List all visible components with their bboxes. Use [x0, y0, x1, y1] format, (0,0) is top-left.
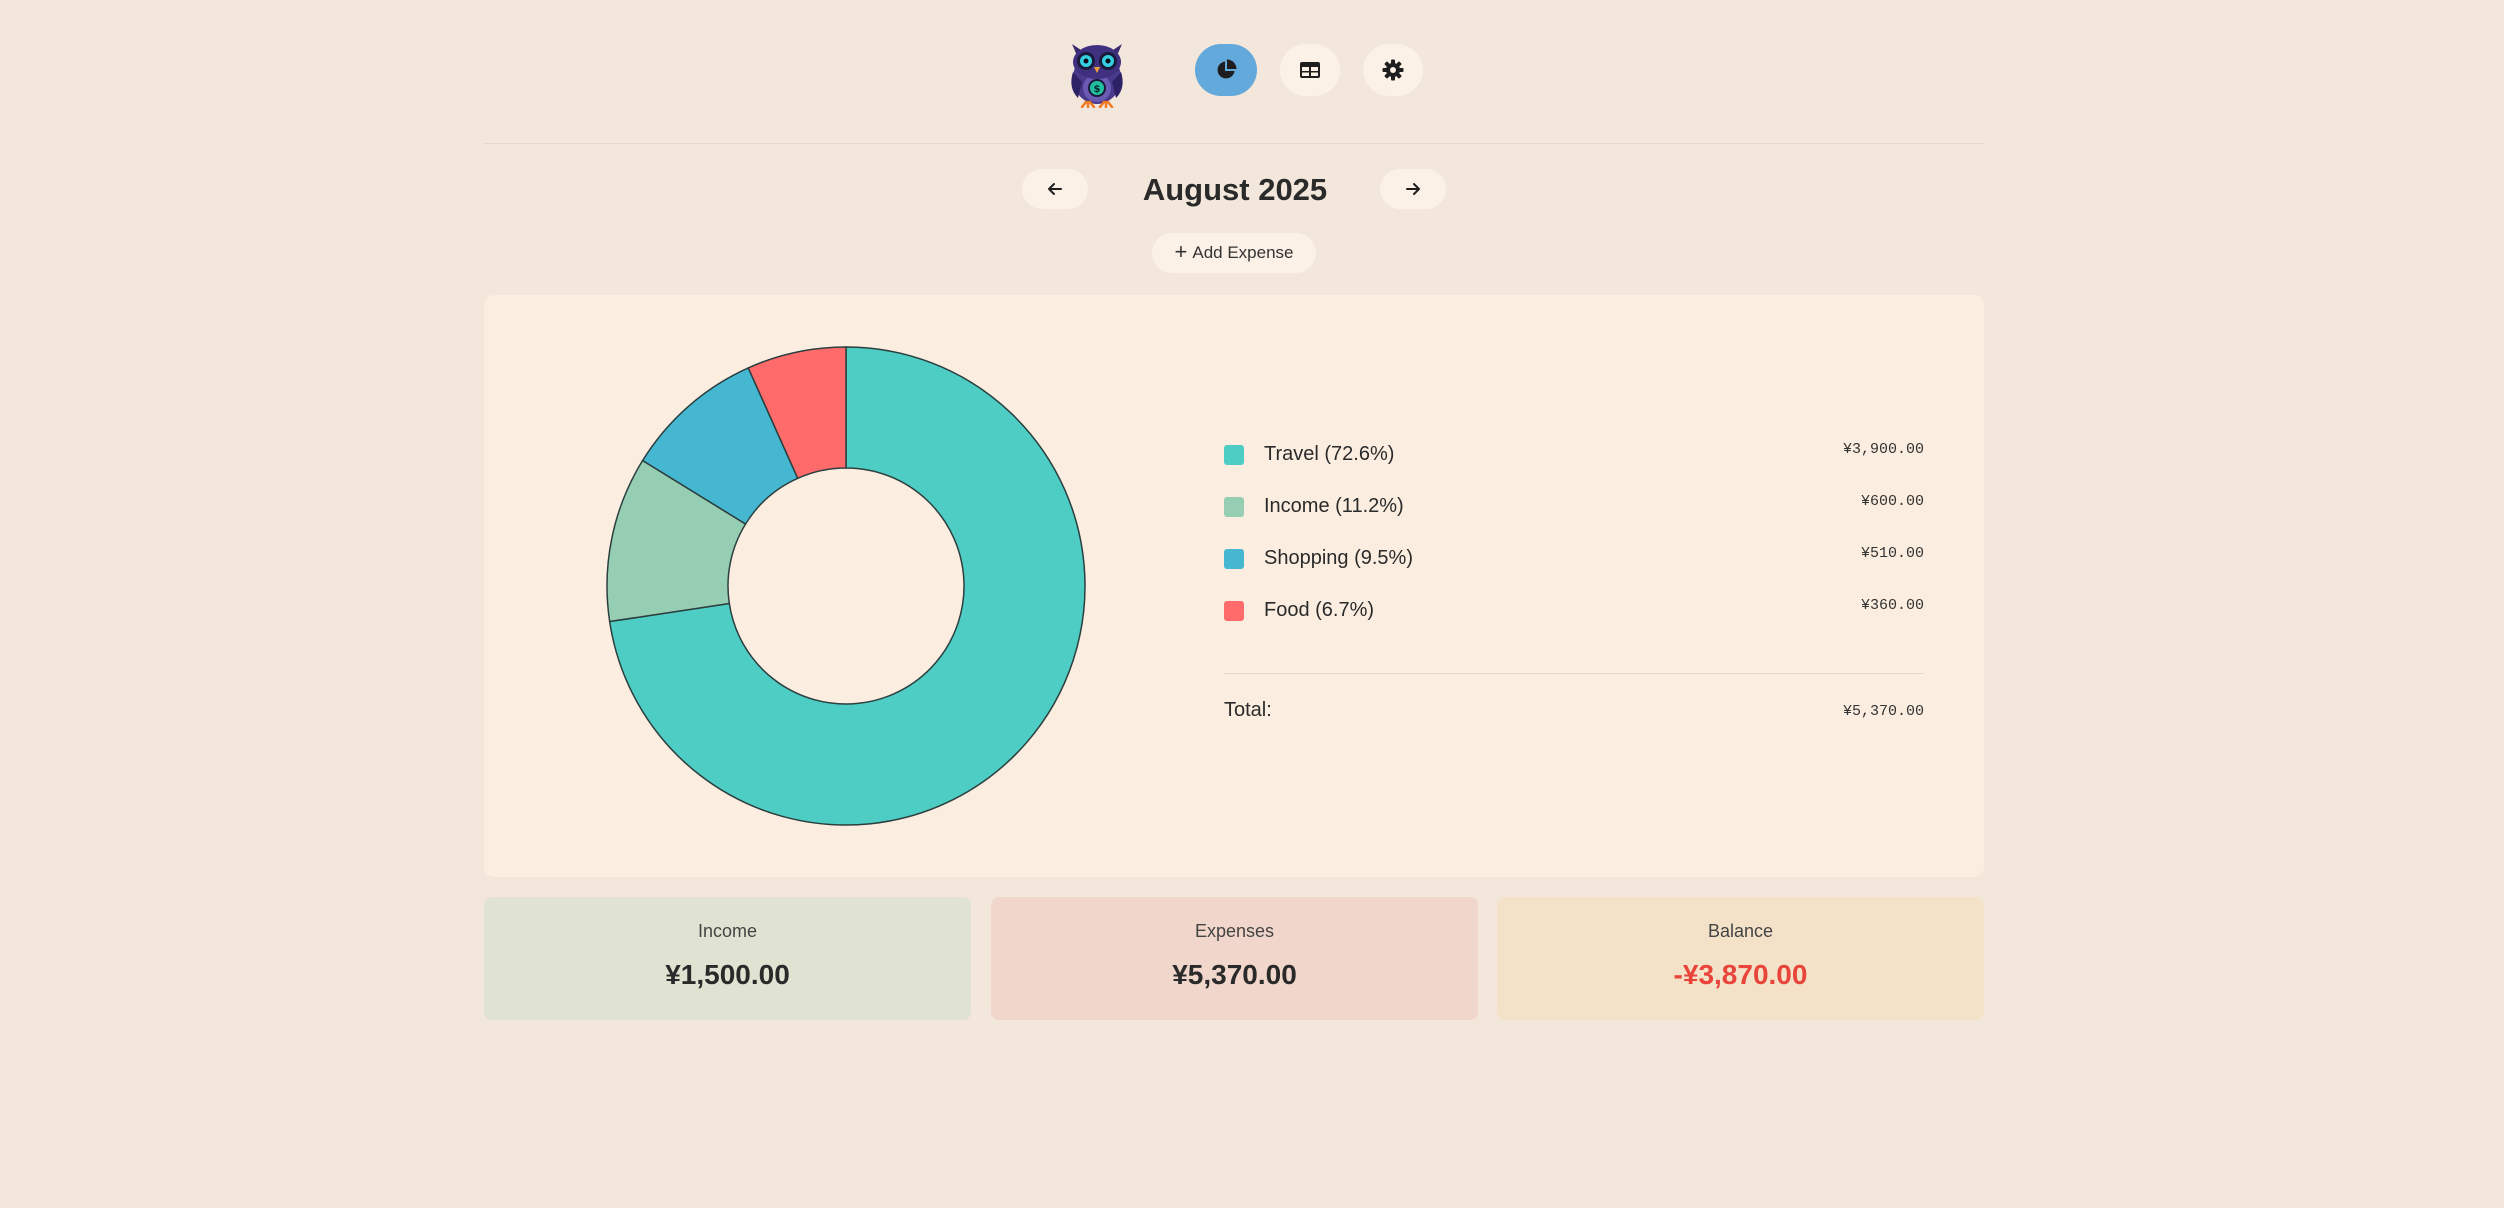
add-expense-button[interactable]: + Add Expense [1152, 233, 1316, 273]
legend-label: Food (6.7%) [1264, 599, 1375, 621]
table-icon [1300, 62, 1320, 78]
legend-label: Travel (72.6%) [1264, 443, 1395, 465]
nav-chart-button[interactable] [1195, 44, 1257, 96]
legend-label: Shopping (9.5%) [1264, 547, 1413, 569]
legend-amount: ¥360.00 [1860, 597, 1924, 614]
total-amount: ¥5,370.00 [1842, 703, 1924, 720]
legend-label: Income (11.2%) [1264, 495, 1404, 517]
legend-amount: ¥510.00 [1860, 545, 1924, 562]
arrow-left-icon [1048, 183, 1062, 195]
expense-donut-chart [606, 346, 1086, 826]
legend-swatch [1224, 601, 1244, 621]
total-label: Total: [1224, 699, 1272, 721]
expense-chart-card: Travel (72.6%) ¥3,900.00 Income (11.2%) … [484, 295, 1984, 877]
expenses-summary-card: Expenses ¥5,370.00 [991, 897, 1478, 1020]
legend-swatch [1224, 497, 1244, 517]
gear-icon [1382, 59, 1404, 81]
balance-summary-card: Balance -¥3,870.00 [1497, 897, 1984, 1020]
legend-item[interactable]: Income (11.2%) ¥600.00 [1224, 487, 1924, 539]
month-title: August 2025 [1142, 172, 1328, 207]
income-summary-title: Income [697, 921, 758, 941]
owl-money-logo-icon: $ [1071, 44, 1123, 108]
next-month-button[interactable] [1380, 169, 1446, 209]
legend-swatch [1224, 549, 1244, 569]
balance-summary-value: -¥3,870.00 [1673, 959, 1808, 990]
legend-item[interactable]: Shopping (9.5%) ¥510.00 [1224, 539, 1924, 591]
donut-slice-food[interactable] [747, 346, 847, 480]
header-divider [484, 143, 1984, 144]
legend-divider [1224, 673, 1924, 674]
chart-legend: Travel (72.6%) ¥3,900.00 Income (11.2%) … [1224, 435, 1924, 643]
donut-slice-travel[interactable] [608, 346, 1086, 826]
legend-amount: ¥600.00 [1860, 493, 1924, 510]
income-summary-value: ¥1,500.00 [665, 959, 790, 990]
previous-month-button[interactable] [1022, 169, 1088, 209]
top-navigation: $ [0, 34, 2504, 108]
legend-swatch [1224, 445, 1244, 465]
add-expense-label: Add Expense [1192, 243, 1294, 262]
legend-amount: ¥3,900.00 [1842, 441, 1924, 458]
svg-text:$: $ [1094, 84, 1101, 95]
income-summary-card: Income ¥1,500.00 [484, 897, 971, 1020]
expenses-summary-title: Expenses [1194, 921, 1275, 941]
expenses-summary-value: ¥5,370.00 [1172, 959, 1297, 990]
arrow-right-icon [1406, 183, 1420, 195]
legend-item[interactable]: Food (6.7%) ¥360.00 [1224, 591, 1924, 643]
nav-settings-button[interactable] [1363, 44, 1423, 96]
nav-table-button[interactable] [1280, 44, 1340, 96]
balance-summary-title: Balance [1707, 921, 1774, 941]
legend-item[interactable]: Travel (72.6%) ¥3,900.00 [1224, 435, 1924, 487]
plus-icon: + [1174, 239, 1188, 264]
pie-chart-icon [1217, 59, 1237, 79]
